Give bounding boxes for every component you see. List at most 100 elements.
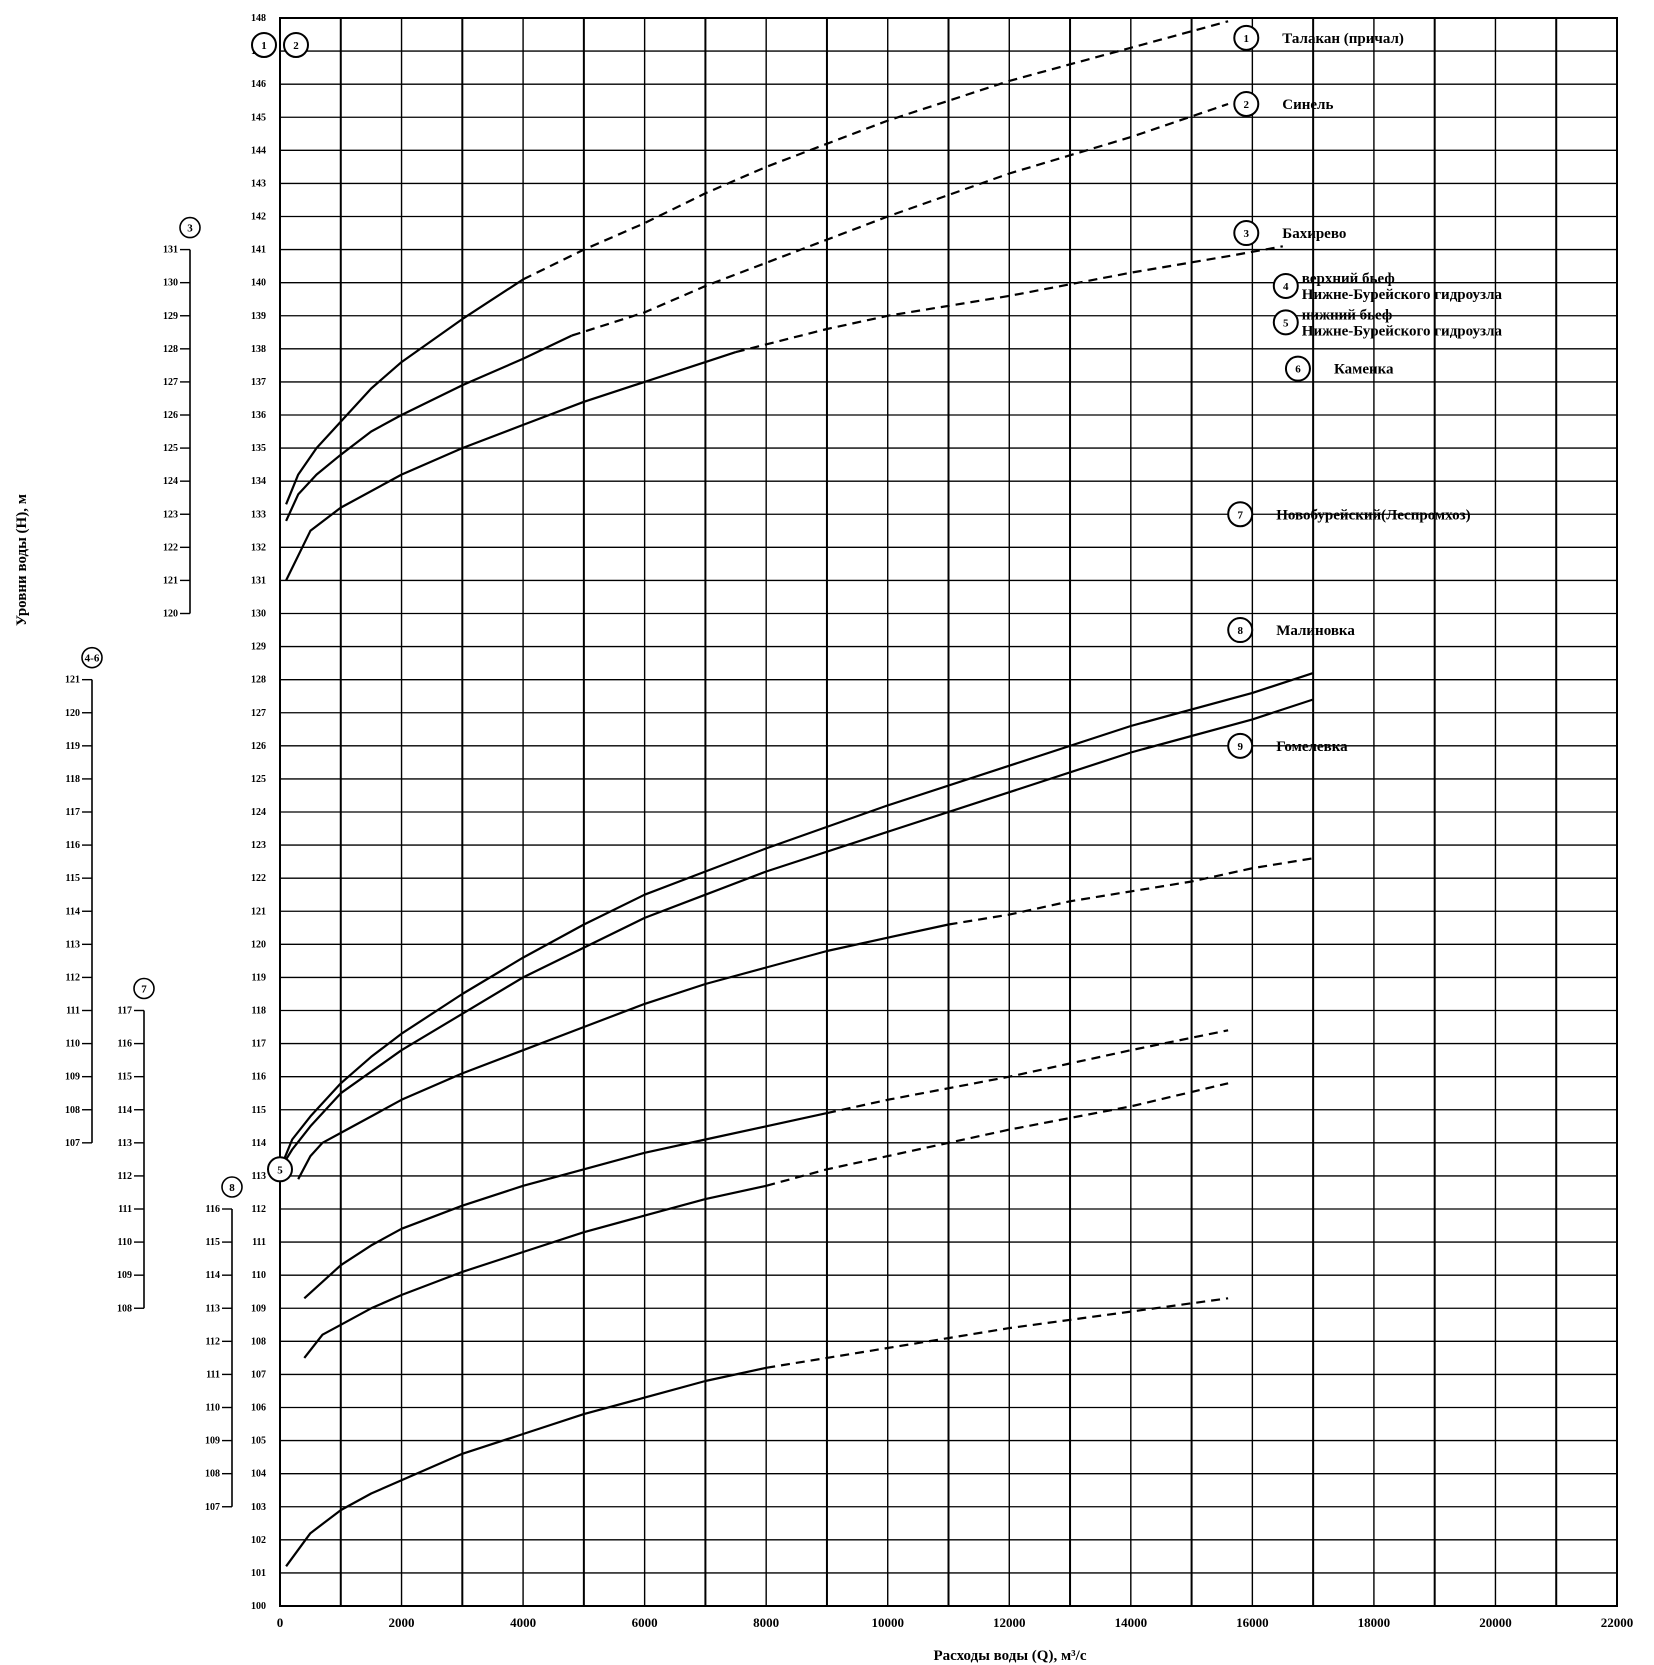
aux-axis-tick-label: 109 xyxy=(117,1270,132,1281)
curve-name-label: Новобурейский(Леспромхоз) xyxy=(1276,507,1470,523)
y-tick-label: 118 xyxy=(252,1006,266,1017)
curve-6-solid xyxy=(297,923,949,1180)
y-tick-label: 131 xyxy=(251,575,266,586)
aux-axis-marker xyxy=(179,216,201,239)
aux-axis-tick-label: 129 xyxy=(163,311,178,322)
y-tick-label: 114 xyxy=(252,1138,266,1149)
aux-axis-tick-label: 126 xyxy=(163,410,178,421)
y-tick-label: 111 xyxy=(252,1237,266,1248)
corner-marker-label: 2 xyxy=(293,40,299,52)
curve-marker-label: 2 xyxy=(1244,99,1250,111)
aux-axis-tick-label: 112 xyxy=(66,972,80,983)
curve-name-label: Бахирево xyxy=(1282,226,1346,242)
curve-marker-2 xyxy=(1233,91,1260,118)
curve-name-label: Нижне-Бурейского гидроузла xyxy=(1302,287,1503,303)
aux-axis-marker xyxy=(133,977,155,1000)
aux-axis-tick-label: 110 xyxy=(206,1403,220,1414)
curve-marker-label: 6 xyxy=(1295,364,1301,376)
y-tick-label: 148 xyxy=(251,13,266,24)
aux-axis-tick-label: 116 xyxy=(206,1204,220,1215)
y-tick-label: 108 xyxy=(251,1336,266,1347)
aux-axis-tick-label: 131 xyxy=(163,245,178,256)
corner-marker xyxy=(251,32,277,58)
x-axis: 0 2000 4000 6000 8000 10000 12000 14000 16000 180… xyxy=(277,1615,1634,1630)
curve-8-solid xyxy=(303,1184,767,1359)
aux-axis-tick-label: 121 xyxy=(65,675,80,686)
aux-axis-tick-label: 112 xyxy=(118,1171,132,1182)
aux-axis-tick-label: 113 xyxy=(118,1138,132,1149)
curve-marker-7 xyxy=(1227,501,1254,528)
y-tick-label: 100 xyxy=(251,1601,266,1612)
y-tick-label: 117 xyxy=(252,1039,266,1050)
curve-8-dashed xyxy=(765,1082,1229,1187)
y-tick-label: 103 xyxy=(251,1502,266,1513)
auxiliary-y-axes: 107 108 109 110 111 112 113 114 115 116 117 118 119 1… xyxy=(65,216,243,1513)
aux-axis-tick-label: 111 xyxy=(206,1369,220,1380)
aux-axis-tick-label: 130 xyxy=(163,278,178,289)
y-tick-label: 115 xyxy=(252,1105,266,1116)
x-tick-label: 18000 xyxy=(1358,1615,1391,1630)
y-tick-label: 138 xyxy=(251,344,266,355)
curve-name-label: Талакан (причал) xyxy=(1282,31,1404,47)
curve-6-dashed xyxy=(948,857,1314,926)
y-tick-label: 137 xyxy=(251,377,266,388)
aux-axis-tick-label: 115 xyxy=(66,873,80,884)
y-tick-label: 134 xyxy=(251,476,266,487)
aux-axis-tick-label: 115 xyxy=(206,1237,220,1248)
curve-marker-label: 3 xyxy=(1244,228,1250,240)
aux-axis-tick-label: 116 xyxy=(66,840,80,851)
aux-axis-tick-label: 107 xyxy=(65,1138,80,1149)
y-tick-label: 145 xyxy=(251,112,266,123)
curve-4-solid xyxy=(278,672,1314,1170)
curve-marker-label: 5 xyxy=(1283,317,1289,329)
y-tick-label: 119 xyxy=(252,972,266,983)
y-tick-label: 121 xyxy=(251,906,266,917)
plot-frame xyxy=(279,17,1618,1607)
corner-marker-label: 1 xyxy=(261,40,267,52)
aux-axis-tick-label: 111 xyxy=(118,1204,132,1215)
x-tick-label: 4000 xyxy=(510,1615,536,1630)
y-tick-label: 113 xyxy=(252,1171,266,1182)
x-tick-label: 12000 xyxy=(993,1615,1026,1630)
aux-axis-marker-label: 4-6 xyxy=(85,653,100,665)
y-tick-label: 142 xyxy=(251,212,266,223)
curve-name-label: верхний бьеф xyxy=(1302,271,1395,287)
curve-marker-label: 8 xyxy=(1237,625,1243,637)
aux-axis-tick-label: 112 xyxy=(206,1336,220,1347)
curve-2-solid xyxy=(285,334,573,522)
curve-marker-label: 7 xyxy=(1237,509,1243,521)
curve-7-solid xyxy=(303,1112,828,1300)
y-tick-label: 141 xyxy=(251,245,266,256)
x-tick-label: 16000 xyxy=(1236,1615,1269,1630)
y-tick-label: 104 xyxy=(251,1469,266,1480)
aux-axis-tick-label: 117 xyxy=(66,807,80,818)
y-tick-label: 140 xyxy=(251,278,266,289)
curve-3-solid xyxy=(285,351,737,581)
y-tick-label: 143 xyxy=(251,178,266,189)
y-tick-label: 129 xyxy=(251,642,266,653)
curve-marker-1 xyxy=(1233,24,1260,51)
y-tick-label: 101 xyxy=(251,1568,266,1579)
aux-axis-tick-label: 120 xyxy=(65,708,80,719)
x-tick-label: 20000 xyxy=(1479,1615,1512,1630)
curve-marker-label: 9 xyxy=(1237,741,1243,753)
aux-axis-tick-label: 108 xyxy=(65,1105,80,1116)
y-tick-label: 127 xyxy=(251,708,266,719)
y-tick-label: 105 xyxy=(251,1436,266,1447)
x-tick-label: 14000 xyxy=(1115,1615,1148,1630)
curve-marker-4 xyxy=(1272,272,1299,299)
y-tick-label: 144 xyxy=(251,145,266,156)
curve-name-label: Гомелевка xyxy=(1276,739,1348,755)
aux-axis-tick-label: 123 xyxy=(163,509,178,520)
curve-marker-5 xyxy=(1272,309,1299,336)
aux-axis-tick-label: 127 xyxy=(163,377,178,388)
y-tick-label: 136 xyxy=(251,410,266,421)
aux-axis-tick-label: 119 xyxy=(66,741,80,752)
x-tick-label: 2000 xyxy=(389,1615,415,1630)
aux-axis-tick-label: 117 xyxy=(118,1006,132,1017)
y-tick-label: 106 xyxy=(251,1403,266,1414)
x-tick-label: 0 xyxy=(277,1615,284,1630)
y-tick-label: 125 xyxy=(251,774,266,785)
aux-axis-tick-label: 108 xyxy=(117,1303,132,1314)
